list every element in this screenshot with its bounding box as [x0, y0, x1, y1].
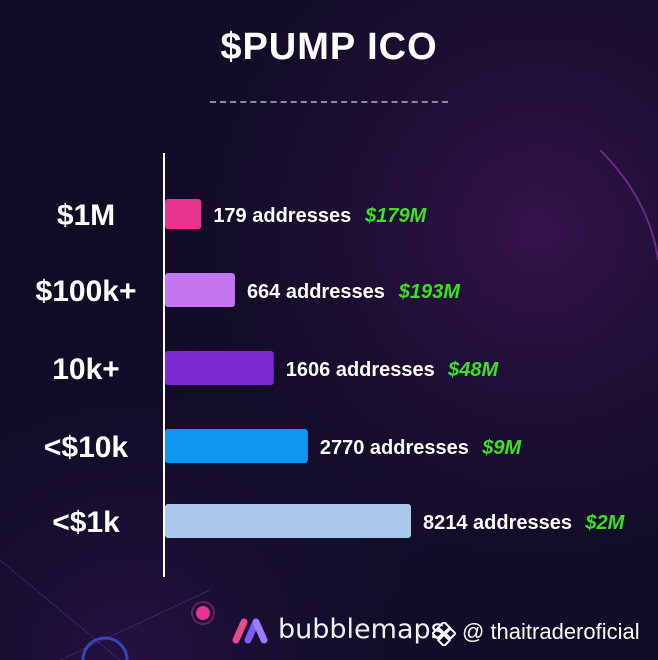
bar-data-label: 179 addresses — [213, 205, 351, 227]
category-label: <$10k — [44, 431, 129, 464]
bar — [165, 199, 202, 229]
bar — [165, 351, 274, 385]
bubblemaps-logo-icon — [232, 618, 268, 644]
bar-data-label: 8214 addresses — [423, 512, 572, 534]
category-label: 10k+ — [52, 353, 120, 386]
bar-value-label: $48M — [447, 359, 499, 381]
diamond-logo-icon — [432, 622, 456, 646]
bar-data-label: 664 addresses — [247, 281, 385, 303]
bar — [165, 504, 411, 538]
title-divider — [210, 101, 448, 103]
category-label: $100k+ — [36, 275, 137, 308]
bar — [165, 429, 308, 463]
bar-value-label: $179M — [364, 205, 427, 227]
category-label: <$1k — [52, 506, 120, 539]
chart-title: $PUMP ICO — [220, 26, 438, 68]
bar-data-label: 1606 addresses — [286, 359, 435, 381]
brand-name: bubblemaps — [278, 614, 445, 645]
bar — [165, 273, 235, 307]
bar-data-label: 2770 addresses — [320, 437, 469, 459]
watermark-handle: @ thaitraderoficial — [462, 619, 640, 644]
category-label: $1M — [57, 199, 115, 232]
bar-value-label: $2M — [584, 512, 625, 534]
bar-value-label: $9M — [481, 437, 522, 459]
bar-value-label: $193M — [398, 281, 461, 303]
